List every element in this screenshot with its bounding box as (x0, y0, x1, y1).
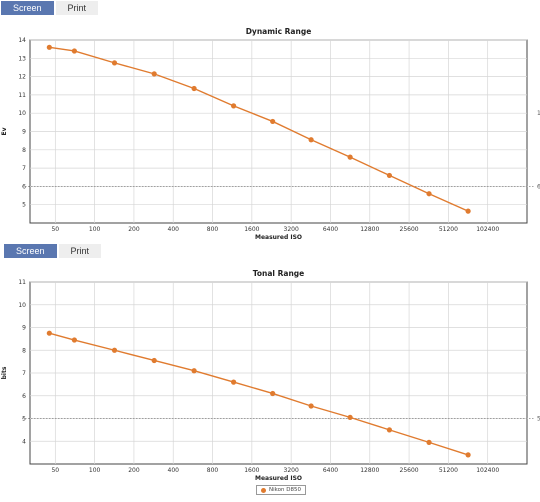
y-tick-label: 11 (18, 279, 26, 286)
data-point (270, 390, 276, 397)
tonal-range-svg: Tonal Range 50 100 200 400 800 1600 3200 6400 128… (1, 269, 540, 482)
x-tick-label: 3200 (284, 467, 299, 474)
y-tick-label: 10 (18, 302, 26, 309)
y-tick-label: 9 (22, 129, 26, 136)
data-point (347, 414, 353, 420)
data-point (465, 452, 471, 458)
y-tick-label: 5 (22, 416, 26, 423)
data-point (426, 439, 432, 445)
right-ref-label: 6 (537, 183, 540, 190)
legend-marker-icon (261, 487, 266, 493)
y-axis-label: Ev (1, 127, 8, 135)
y-tick-label: 12 (18, 74, 26, 81)
data-point (308, 403, 314, 409)
dynamic-range-chart: Dynamic Range 50 100 200 400 800 1600 3200 6400 1… (0, 22, 540, 242)
y-tick-label: 11 (18, 92, 26, 99)
tonal-range-chart: Tonal Range 50 100 200 400 800 1600 3200 6400 128… (0, 264, 540, 482)
x-tick-label: 400 (168, 467, 180, 474)
dynamic-range-svg: Dynamic Range 50 100 200 400 800 1600 3200 6400 1… (1, 27, 540, 241)
x-tick-label: 12800 (360, 226, 379, 233)
series-line (49, 332, 469, 456)
data-point (151, 71, 157, 77)
data-point (386, 172, 393, 179)
tab-screen-top[interactable]: Screen (1, 1, 54, 15)
x-tick-label: 200 (128, 226, 140, 233)
x-tick-label: 102400 (476, 226, 499, 233)
tab-bar-bottom: Screen Print (4, 244, 102, 258)
data-point (46, 44, 52, 50)
y-tick-label: 7 (22, 165, 26, 172)
y-tick-label: 10 (18, 110, 26, 117)
x-tick-label: 1600 (244, 467, 259, 474)
data-point (308, 137, 314, 143)
y-tick-label: 9 (22, 325, 26, 332)
data-point (347, 154, 353, 160)
x-tick-label: 800 (207, 467, 219, 474)
tab-screen-bottom[interactable]: Screen (4, 244, 57, 258)
y-tick-label: 13 (18, 55, 26, 62)
data-point (191, 368, 197, 374)
x-tick-label: 6400 (323, 467, 338, 474)
data-point (270, 118, 276, 125)
x-axis-label: Measured ISO (255, 475, 302, 482)
y-tick-label: 6 (22, 393, 26, 400)
y-tick-label: 4 (22, 438, 26, 445)
x-axis-label: Measured ISO (255, 234, 302, 241)
chart-legend[interactable]: Nikon D850 (256, 485, 306, 495)
x-tick-label: 50 (51, 467, 59, 474)
data-point (386, 427, 393, 433)
x-tick-label: 100 (89, 226, 101, 233)
legend-label: Nikon D850 (269, 487, 301, 493)
data-point (231, 103, 237, 109)
x-tick-label: 1600 (244, 226, 259, 233)
x-tick-label: 51200 (439, 467, 458, 474)
y-tick-label: 8 (22, 147, 26, 154)
x-tick-label: 102400 (476, 467, 499, 474)
data-point (151, 357, 157, 364)
x-tick-label: 25600 (400, 467, 419, 474)
series-line (49, 46, 469, 212)
x-tick-label: 25600 (400, 226, 419, 233)
right-ref-label: 10 (537, 110, 540, 117)
x-tick-label: 400 (168, 226, 180, 233)
y-tick-label: 5 (22, 202, 26, 209)
data-point (111, 60, 118, 66)
y-axis-label: bits (1, 366, 8, 379)
chart-title: Tonal Range (253, 269, 305, 278)
y-tick-label: 7 (22, 370, 26, 377)
data-point (71, 48, 77, 54)
x-tick-label: 200 (128, 467, 140, 474)
data-point (191, 85, 197, 92)
tab-bar-top: Screen Print (1, 1, 99, 15)
x-tick-label: 100 (89, 467, 101, 474)
y-tick-label: 6 (22, 183, 26, 190)
data-point (426, 191, 432, 197)
tab-print-top[interactable]: Print (55, 1, 99, 15)
data-point (71, 337, 77, 343)
x-tick-label: 800 (207, 226, 219, 233)
y-tick-label: 8 (22, 347, 26, 354)
chart-title: Dynamic Range (246, 27, 312, 36)
x-tick-label: 51200 (439, 226, 458, 233)
data-point (231, 379, 237, 385)
x-tick-label: 12800 (360, 467, 379, 474)
data-point (465, 208, 471, 214)
x-tick-label: 6400 (323, 226, 338, 233)
x-tick-label: 50 (51, 226, 59, 233)
tab-print-bottom[interactable]: Print (58, 244, 102, 258)
data-point (46, 330, 52, 336)
y-tick-label: 14 (18, 37, 26, 44)
data-point (111, 347, 118, 353)
x-tick-label: 3200 (284, 226, 299, 233)
right-ref-label: 5 (537, 416, 540, 423)
